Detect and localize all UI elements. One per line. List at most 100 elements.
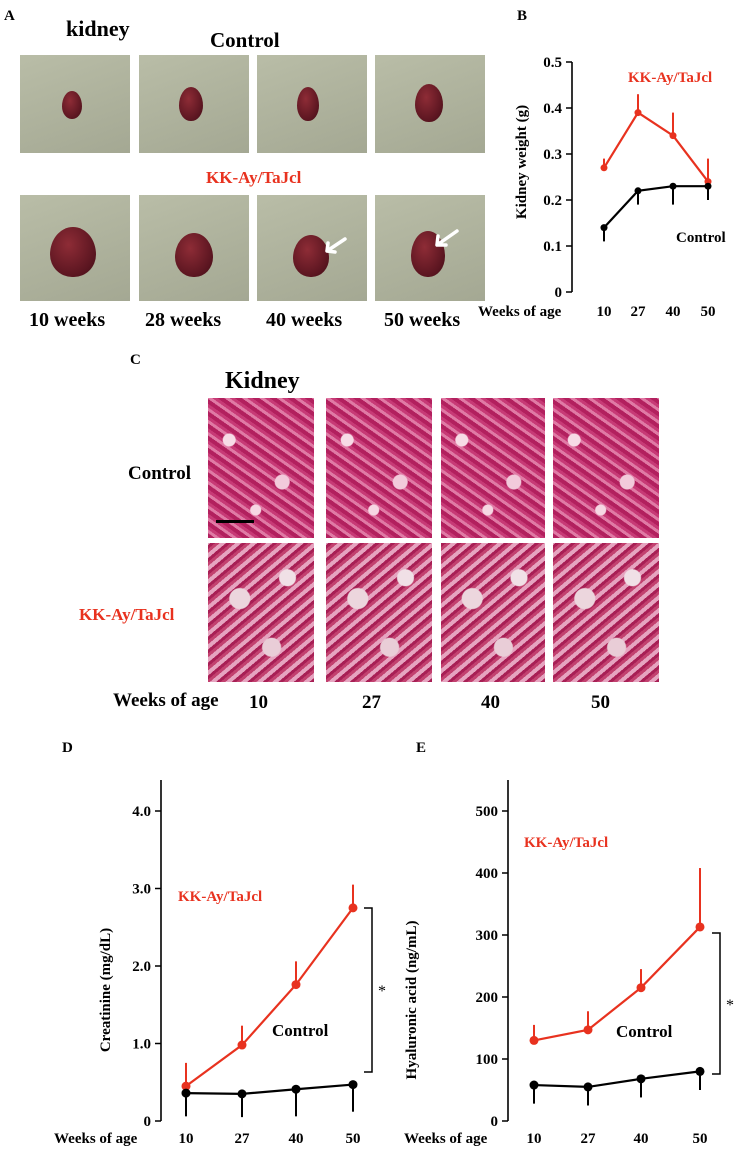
series-line-control bbox=[185, 1083, 354, 1095]
data-point-control bbox=[583, 1082, 593, 1092]
data-point-control bbox=[600, 224, 608, 232]
chart-d-ylabel: Creatinine (mg/dL) bbox=[98, 928, 114, 1052]
chart-d: Creatinine (mg/dL) 0 1.0 2.0 3.0 4.0 10 27 40 50… bbox=[54, 780, 386, 1147]
week-label-50: 50 weeks bbox=[384, 309, 461, 331]
chart-d-significance: * bbox=[378, 983, 386, 1000]
y-tick-label: 3.0 bbox=[132, 882, 151, 898]
chart-d-significance-bracket bbox=[364, 907, 373, 1073]
chart-e-series-label-kk: KK-Ay/TaJcl bbox=[524, 835, 608, 851]
y-tick-label: 0.3 bbox=[543, 147, 562, 163]
data-point-control bbox=[348, 1080, 358, 1090]
y-tick-label: 0.2 bbox=[543, 193, 562, 209]
chart-e-ylabel: Hyaluronic acid (ng/mL) bbox=[404, 921, 420, 1080]
data-point-kk bbox=[348, 903, 358, 913]
x-tick-label: 27 bbox=[631, 304, 647, 320]
panel-e-letter: E bbox=[416, 740, 427, 756]
y-tick-label: 300 bbox=[476, 928, 499, 944]
chart-e-significance: * bbox=[726, 997, 734, 1014]
chart-e-series-label-control: Control bbox=[616, 1022, 673, 1041]
x-tick-label: 50 bbox=[693, 1131, 708, 1147]
data-point-kk bbox=[695, 922, 705, 932]
week-label-28: 28 weeks bbox=[145, 309, 222, 331]
y-tick-label: 4.0 bbox=[132, 804, 151, 820]
x-tick-label: 27 bbox=[581, 1131, 597, 1147]
data-point-control bbox=[634, 187, 642, 195]
arrow-icon bbox=[435, 229, 459, 247]
series-line-kk bbox=[533, 926, 701, 1042]
y-tick-label: 0.5 bbox=[543, 55, 562, 71]
chart-d-series-label-kk: KK-Ay/TaJcl bbox=[178, 889, 262, 905]
data-point-control bbox=[704, 182, 712, 190]
panel-c-tick-50: 50 bbox=[591, 692, 610, 713]
x-tick-label: 50 bbox=[701, 304, 716, 320]
x-tick-label: 10 bbox=[527, 1131, 542, 1147]
data-point-kk bbox=[529, 1035, 539, 1045]
y-tick-label: 0 bbox=[491, 1114, 499, 1130]
photo-kk-10 bbox=[20, 195, 130, 301]
histology-kk-10 bbox=[208, 543, 314, 682]
photo-control-28 bbox=[139, 55, 249, 153]
data-point-control bbox=[291, 1084, 301, 1094]
data-point-control bbox=[237, 1089, 247, 1099]
arrow-icon bbox=[325, 237, 347, 254]
week-label-40: 40 weeks bbox=[266, 309, 343, 331]
photo-control-50 bbox=[375, 55, 485, 153]
panel-a-organ-label: kidney bbox=[66, 16, 130, 41]
series-line-kk bbox=[185, 907, 354, 1088]
x-tick-label: 40 bbox=[666, 304, 681, 320]
y-tick-label: 100 bbox=[476, 1052, 499, 1068]
y-tick-label: 0.4 bbox=[543, 101, 562, 117]
kidney-image bbox=[62, 91, 82, 119]
panel-c-model-label: KK-Ay/TaJcl bbox=[79, 605, 175, 624]
histology-control-40 bbox=[441, 398, 545, 538]
x-tick-label: 40 bbox=[634, 1131, 649, 1147]
chart-d-xlabel: Weeks of age bbox=[54, 1131, 138, 1147]
panel-c-letter: C bbox=[130, 352, 141, 368]
photo-kk-40 bbox=[257, 195, 367, 301]
panel-b-letter: B bbox=[517, 8, 528, 24]
panel-a-model-label: KK-Ay/TaJcl bbox=[206, 168, 302, 187]
x-tick-label: 10 bbox=[179, 1131, 194, 1147]
chart-e-xlabel: Weeks of age bbox=[404, 1131, 488, 1147]
kidney-image bbox=[175, 233, 213, 277]
data-point-kk bbox=[181, 1081, 191, 1091]
data-point-control bbox=[636, 1074, 646, 1084]
series-line-kk bbox=[603, 111, 709, 183]
data-point-control bbox=[529, 1080, 539, 1090]
panel-c-xlabel: Weeks of age bbox=[113, 690, 219, 711]
data-point-control bbox=[181, 1088, 191, 1098]
panel-c-tick-27: 27 bbox=[362, 692, 381, 713]
chart-b: Kidney weight (g) 0 0.1 0.2 0.3 0.4 0.5 10 27 40… bbox=[478, 55, 726, 320]
data-point-control bbox=[695, 1066, 705, 1076]
data-point-kk bbox=[600, 164, 608, 172]
kidney-image bbox=[179, 87, 203, 121]
panel-a-control-label: Control bbox=[210, 28, 280, 52]
panel-c-tick-10: 10 bbox=[249, 692, 268, 713]
y-tick-label: 2.0 bbox=[132, 959, 151, 975]
photo-control-10 bbox=[20, 55, 130, 153]
data-point-kk bbox=[634, 109, 642, 117]
panel-c-control-label: Control bbox=[128, 463, 191, 484]
y-tick-label: 1.0 bbox=[132, 1037, 151, 1053]
chart-b-series-label-kk: KK-Ay/TaJcl bbox=[628, 70, 712, 86]
panel-d-letter: D bbox=[62, 740, 73, 756]
histology-kk-40 bbox=[441, 543, 545, 682]
histology-control-10 bbox=[208, 398, 314, 538]
y-tick-label: 0 bbox=[144, 1114, 152, 1130]
panel-c-tick-40: 40 bbox=[481, 692, 500, 713]
x-tick-label: 27 bbox=[235, 1131, 251, 1147]
chart-d-series-label-control: Control bbox=[272, 1021, 329, 1040]
week-label-10: 10 weeks bbox=[29, 309, 106, 331]
series-line-control bbox=[603, 185, 708, 229]
chart-b-series-label-control: Control bbox=[676, 230, 726, 246]
y-tick-label: 500 bbox=[476, 804, 499, 820]
photo-kk-50 bbox=[375, 195, 485, 301]
data-point-kk bbox=[291, 980, 301, 990]
y-tick-label: 0 bbox=[555, 285, 563, 301]
y-tick-label: 200 bbox=[476, 990, 499, 1006]
chart-e: Hyaluronic acid (ng/mL) 0 100 200 300 400 500… bbox=[404, 780, 734, 1147]
photo-control-40 bbox=[257, 55, 367, 153]
series-line-control bbox=[533, 1070, 701, 1089]
histology-kk-27 bbox=[326, 543, 432, 682]
panel-c-title: Kidney bbox=[225, 368, 300, 394]
